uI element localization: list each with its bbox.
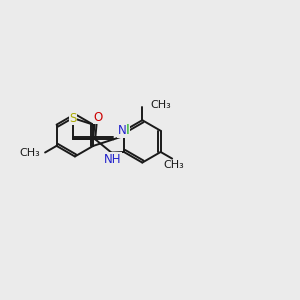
- Text: O: O: [94, 111, 103, 124]
- Text: N: N: [118, 124, 127, 137]
- Text: CH₃: CH₃: [151, 100, 171, 110]
- Text: NH: NH: [103, 153, 121, 166]
- Text: Cl: Cl: [118, 124, 130, 137]
- Text: S: S: [69, 112, 77, 124]
- Text: CH₃: CH₃: [163, 160, 184, 170]
- Text: CH₃: CH₃: [19, 148, 40, 158]
